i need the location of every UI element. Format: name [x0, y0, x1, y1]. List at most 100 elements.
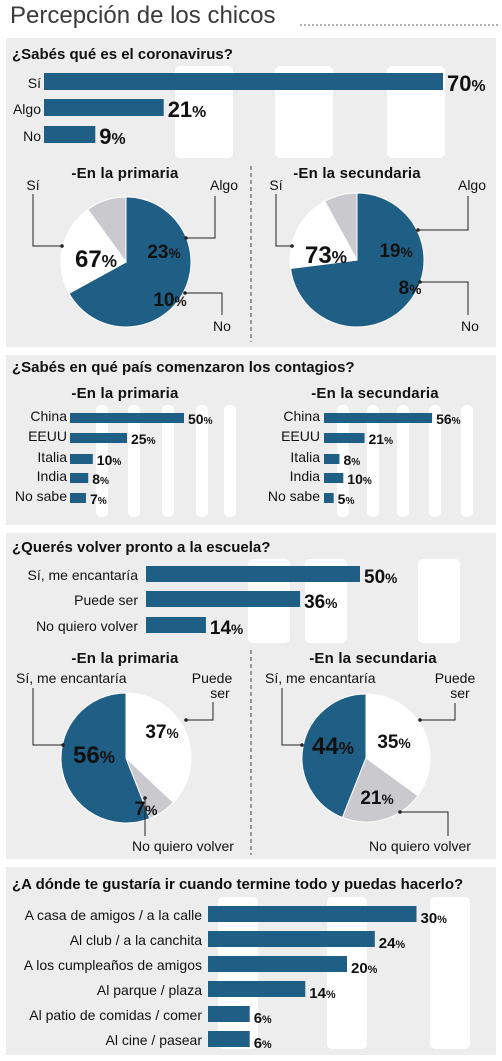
pie-value-label: 19%: [379, 241, 412, 262]
pie-value-label: 35%: [377, 732, 410, 753]
leader-dot: [418, 280, 422, 284]
bar-value-label: 56%: [436, 411, 461, 427]
bar-category-label: No quiero volver: [36, 618, 138, 634]
leader-dot: [290, 244, 294, 248]
pie-value-label: 23%: [147, 242, 180, 263]
grid-track: [162, 405, 174, 517]
pie-slice: [125, 692, 192, 804]
bar-value-label: 50%: [188, 411, 213, 427]
bar-category-label: Puede ser: [74, 592, 138, 608]
bar-category-label: Al patio de comidas / comer: [29, 1007, 202, 1023]
bar-value-label: 7%: [90, 491, 107, 507]
bar-value-label: 5%: [338, 491, 355, 507]
grid-track: [128, 405, 140, 517]
pie-slice: [341, 757, 419, 823]
question-title: ¿Sabés qué es el coronavirus?: [12, 46, 233, 63]
pie-subtitle: -En la secundaria: [309, 650, 437, 667]
bar-category-label: Al club / a la canchita: [70, 932, 203, 948]
bar-value-label: 14%: [309, 985, 336, 1002]
leader-line: [32, 194, 62, 247]
bar-category-label: Sí, me encantaría: [27, 567, 138, 583]
bar-value-label: 6%: [254, 1035, 272, 1052]
grid-track: [397, 405, 409, 517]
bar-subtitle: -En la secundaria: [311, 385, 439, 402]
pie-slice: [87, 196, 127, 264]
leader-line: [185, 292, 223, 315]
bar-value-label: 8%: [92, 471, 109, 487]
leader-dot: [143, 796, 147, 800]
bar-value-label: 20%: [351, 960, 378, 977]
leader-dot: [418, 718, 422, 722]
pie-slice: [324, 192, 358, 261]
bar: [208, 981, 306, 997]
pie-value-label: 56%: [73, 742, 115, 769]
bar-value-label: 21%: [369, 431, 394, 447]
bar: [70, 413, 184, 423]
pie-category-label: No quiero volver: [369, 838, 471, 854]
bar: [208, 956, 347, 972]
leader-dot: [300, 743, 304, 747]
bar-value-label: 10%: [97, 452, 122, 468]
pie-value-label: 67%: [75, 246, 117, 273]
bar: [324, 473, 344, 483]
grid-track: [196, 405, 208, 517]
leader-line: [186, 702, 214, 721]
bar: [324, 493, 334, 503]
bar-value-label: 25%: [131, 431, 156, 447]
bar-category-label: Italia: [37, 449, 67, 465]
bar-value-label: 21%: [168, 97, 207, 122]
bar: [324, 413, 433, 423]
leader-line: [281, 688, 302, 746]
pie-category-label: Sí, me encantaría: [16, 670, 127, 686]
question-title: ¿A dónde te gustaría ir cuando termine t…: [12, 876, 463, 893]
bar-category-label: Sí: [28, 75, 41, 91]
leader-line: [186, 196, 216, 239]
pie-value-label: 44%: [312, 733, 354, 760]
pie-subtitle: -En la primaria: [71, 165, 179, 182]
question-title: ¿Sabés en qué país comenzaron los contag…: [12, 359, 355, 376]
bar-value-label: 8%: [343, 452, 360, 468]
bar: [208, 1031, 250, 1047]
pie-category-label: No: [461, 318, 479, 334]
pie-slice: [60, 208, 127, 294]
bar-value-label: 6%: [254, 1010, 272, 1027]
bar-value-label: 70%: [447, 71, 486, 96]
leader-line: [275, 194, 292, 247]
pie-category-label: Sí: [269, 177, 282, 193]
bar-value-label: 9%: [99, 124, 125, 149]
bar-category-label: A los cumpleaños de amigos: [24, 957, 202, 973]
pie-slice: [289, 200, 358, 269]
leader-line: [420, 703, 456, 721]
leader-dot: [60, 244, 64, 248]
pie-slice: [68, 196, 192, 328]
bar: [146, 591, 301, 607]
pie-category-label: Algo: [458, 177, 486, 193]
grid-track: [367, 405, 379, 517]
grid-track: [418, 559, 460, 643]
pie-category-label: Algo: [210, 177, 238, 193]
leader-line: [418, 196, 469, 231]
pie-category-label: No quiero volver: [132, 838, 234, 854]
bar: [44, 73, 443, 90]
pie-slice: [60, 692, 151, 824]
leader-line: [420, 281, 469, 315]
leader-dot: [184, 718, 188, 722]
leader-dot: [61, 743, 65, 747]
bar-category-label: Italia: [290, 449, 320, 465]
bar: [208, 906, 417, 922]
bar-category-label: A casa de amigos / a la calle: [25, 907, 203, 923]
bar: [146, 566, 360, 582]
pie-value-label: 10%: [153, 290, 186, 311]
pie-category-label: ser: [450, 685, 470, 701]
title-dotted-rule: [300, 24, 498, 26]
pie-category-label: ser: [210, 685, 230, 701]
pie-category-label: Sí: [26, 177, 39, 193]
bar: [44, 126, 96, 143]
bar: [208, 1006, 250, 1022]
leader-dot: [184, 236, 188, 240]
grid-track: [429, 405, 441, 517]
pie-value-label: 7%: [135, 799, 158, 820]
bar-value-label: 30%: [421, 910, 448, 927]
pie-slice: [365, 693, 431, 797]
